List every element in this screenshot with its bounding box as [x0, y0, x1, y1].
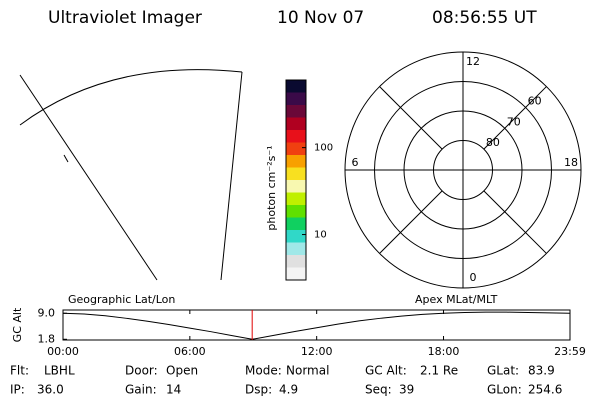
colorbar-swatch: [286, 142, 306, 156]
plot-label: Apex MLat/MLT: [415, 293, 498, 306]
status-label: GLon:: [487, 383, 522, 397]
status-label: GC Alt:: [365, 364, 407, 378]
colorbar-tick-label: 100: [314, 143, 333, 154]
colorbar-swatch: [286, 267, 306, 281]
map: [19, 69, 243, 281]
colorbar-label: photon cm⁻²s⁻¹: [265, 145, 278, 230]
status-label: Seq:: [365, 383, 392, 397]
colorbar-swatch: [286, 167, 306, 181]
y-tick-label: 1.8: [38, 332, 56, 345]
colorbar-swatch: [286, 92, 306, 106]
colorbar-swatch: [286, 105, 306, 118]
plot-label: Geographic Lat/Lon: [68, 293, 175, 306]
altitude-line: [62, 311, 571, 340]
map-line: [63, 154, 69, 163]
title: Ultraviolet Imager: [48, 8, 202, 28]
mlt-label: 18: [564, 156, 578, 169]
x-tick-label: 18:00: [428, 345, 460, 358]
colorbar-swatch: [286, 217, 306, 231]
polar-spoke: [379, 86, 443, 150]
status-value: Open: [166, 364, 198, 378]
status-value: Normal: [286, 364, 329, 378]
polar-spoke: [483, 190, 547, 254]
mlt-label: 0: [470, 271, 477, 284]
status-label: Mode:: [245, 364, 282, 378]
y-axis-label: GC Alt: [11, 307, 24, 342]
colorbar-swatch: [286, 192, 306, 206]
status-value: 254.6: [528, 383, 562, 397]
status-value: 2.1 Re: [420, 364, 458, 378]
status-label: Gain:: [125, 383, 157, 397]
status-label: Flt:: [10, 364, 29, 378]
colorbar-swatch: [286, 255, 306, 268]
mlt-label: 6: [352, 156, 359, 169]
polar-ring-label: 60: [528, 94, 542, 107]
x-tick-label: 00:00: [47, 345, 79, 358]
y-tick-label: 9.0: [38, 306, 56, 319]
status-label: Door:: [125, 364, 158, 378]
status-value: 14: [166, 383, 181, 397]
colorbar-swatch: [286, 117, 306, 131]
polar-spoke: [483, 86, 547, 150]
colorbar-swatch: [286, 230, 306, 243]
map-line: [220, 71, 243, 281]
x-tick-label: 12:00: [301, 345, 333, 358]
colorbar-swatch: [286, 155, 306, 168]
status-label: Dsp:: [245, 383, 272, 397]
x-tick-label: 06:00: [174, 345, 206, 358]
colorbar-tick-label: 10: [314, 230, 327, 241]
colorbar-swatch: [286, 130, 306, 143]
status-label: IP:: [10, 383, 25, 397]
status-label: GLat:: [487, 364, 519, 378]
map-line: [19, 74, 158, 281]
x-tick-label: 23:59: [554, 345, 586, 358]
polar-ring-label: 70: [507, 115, 521, 128]
status-value: 39: [399, 383, 414, 397]
colorbar-swatch: [286, 180, 306, 193]
date: 10 Nov 07: [277, 8, 364, 28]
mlt-label: 12: [466, 55, 480, 68]
status-value: 4.9: [279, 383, 298, 397]
colorbar-frame: [285, 79, 307, 281]
colorbar-swatch: [286, 80, 306, 93]
colorbar-swatch: [286, 242, 306, 256]
status-value: 83.9: [528, 364, 555, 378]
polar-ring-label: 80: [486, 136, 500, 149]
status-value: LBHL: [44, 364, 75, 378]
polar-spoke: [379, 190, 443, 254]
colorbar-swatch: [286, 205, 306, 218]
map-line: [19, 69, 243, 126]
plot-frame: [62, 309, 571, 341]
status-value: 36.0: [37, 383, 64, 397]
time: 08:56:55 UT: [432, 8, 537, 28]
